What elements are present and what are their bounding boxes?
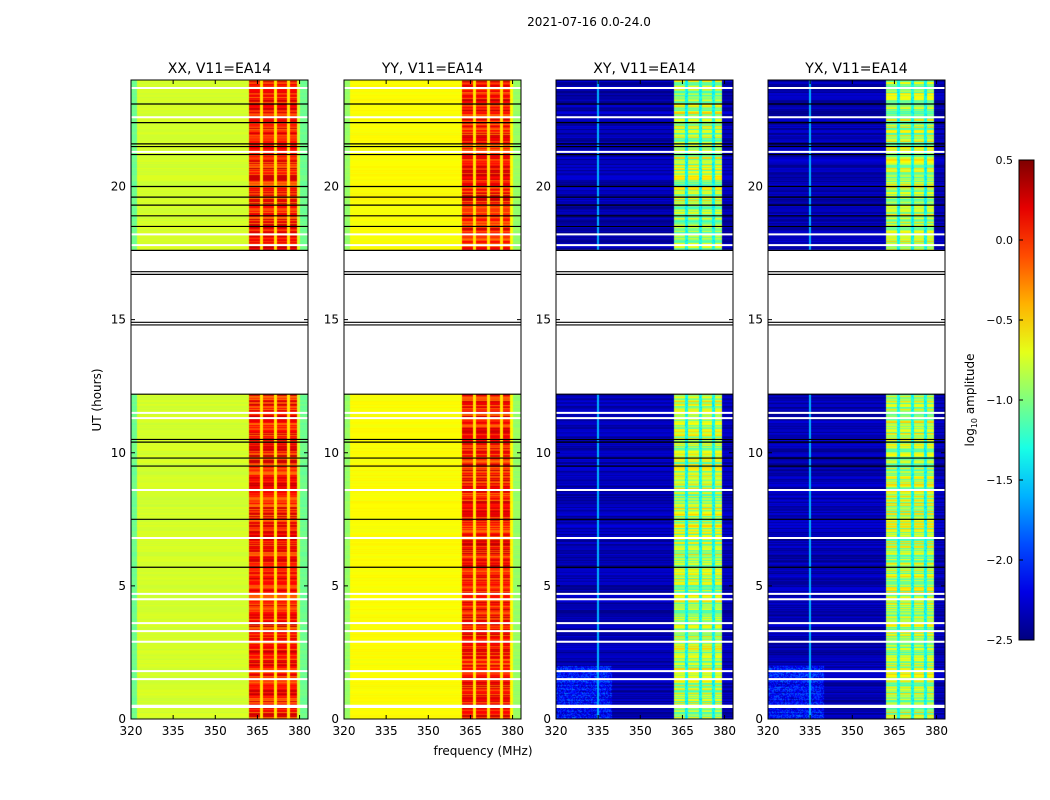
y-tick-label: 15 xyxy=(748,313,763,327)
chart-suptitle: 2021-07-16 0.0-24.0 xyxy=(527,15,651,29)
y-tick-label: 10 xyxy=(536,446,551,460)
y-tick-label: 20 xyxy=(748,180,763,194)
panel-frame xyxy=(130,79,309,720)
x-tick-label: 350 xyxy=(629,724,652,738)
x-tick-label: 365 xyxy=(459,724,482,738)
x-tick-label: 380 xyxy=(925,724,948,738)
y-tick-label: 0 xyxy=(755,712,763,726)
x-tick-label: 365 xyxy=(246,724,269,738)
colorbar-tick-label: −2.0 xyxy=(986,554,1013,567)
x-tick-label: 320 xyxy=(120,724,143,738)
y-tick-label: 15 xyxy=(111,313,126,327)
y-tick-label: 5 xyxy=(755,579,763,593)
x-tick-label: 365 xyxy=(883,724,906,738)
colorbar: log10 amplitude 0.5 0.0 −0.5 −1.0 −1.5 −2.0 −2… xyxy=(963,154,1035,647)
x-tick-label: 335 xyxy=(587,724,610,738)
x-tick-label: 335 xyxy=(375,724,398,738)
panel-title: YY, V11=EA14 xyxy=(381,61,483,77)
colorbar-tick-label: −2.5 xyxy=(986,634,1013,647)
panel-title: XX, V11=EA14 xyxy=(168,61,272,77)
y-tick-label: 15 xyxy=(324,313,339,327)
y-tick-label: 15 xyxy=(536,313,551,327)
colorbar-label: log10 amplitude xyxy=(963,354,979,447)
colorbar-tick-label: 0.5 xyxy=(996,154,1014,167)
x-tick-label: 320 xyxy=(757,724,780,738)
panel-frame xyxy=(767,79,946,720)
y-tick-label: 10 xyxy=(324,446,339,460)
colorbar-tick-label: −0.5 xyxy=(986,314,1013,327)
colorbar-tick-label: −1.0 xyxy=(986,394,1013,407)
x-tick-label: 350 xyxy=(204,724,227,738)
x-tick-label: 350 xyxy=(841,724,864,738)
y-axis-label: UT (hours) xyxy=(90,368,104,431)
y-tick-label: 10 xyxy=(748,446,763,460)
x-tick-label: 335 xyxy=(162,724,185,738)
x-axis-label: frequency (MHz) xyxy=(433,744,532,758)
x-tick-label: 350 xyxy=(417,724,440,738)
panel-3: YX, V11=EA14 320 335 350 365 380 0 5 10 15 20 xyxy=(748,61,948,738)
y-tick-label: 0 xyxy=(543,712,551,726)
x-tick-label: 380 xyxy=(501,724,524,738)
y-tick-label: 20 xyxy=(111,180,126,194)
panel-frame xyxy=(343,79,522,720)
y-tick-label: 20 xyxy=(536,180,551,194)
panel-title: XY, V11=EA14 xyxy=(593,61,695,77)
panel-frame xyxy=(555,79,734,720)
y-tick-label: 5 xyxy=(118,579,126,593)
y-tick-label: 10 xyxy=(111,446,126,460)
y-tick-label: 5 xyxy=(543,579,551,593)
panel-0: XX, V11=EA14 320 335 350 365 380 0 5 10 15 20 xyxy=(111,61,311,738)
y-tick-label: 0 xyxy=(331,712,339,726)
x-tick-label: 320 xyxy=(333,724,356,738)
y-tick-label: 0 xyxy=(118,712,126,726)
panel-1: YY, V11=EA14 320 335 350 365 380 0 5 10 15 20 xyxy=(324,61,524,738)
x-tick-label: 335 xyxy=(799,724,822,738)
y-tick-label: 5 xyxy=(331,579,339,593)
y-tick-label: 20 xyxy=(324,180,339,194)
x-tick-label: 320 xyxy=(545,724,568,738)
colorbar-tick-label: −1.5 xyxy=(986,474,1013,487)
panel-2: XY, V11=EA14 320 335 350 365 380 0 5 10 15 20 xyxy=(536,61,736,738)
colorbar-tick-label: 0.0 xyxy=(996,234,1014,247)
panel-title: YX, V11=EA14 xyxy=(804,61,907,77)
x-tick-label: 365 xyxy=(671,724,694,738)
x-tick-label: 380 xyxy=(288,724,311,738)
x-tick-label: 380 xyxy=(713,724,736,738)
